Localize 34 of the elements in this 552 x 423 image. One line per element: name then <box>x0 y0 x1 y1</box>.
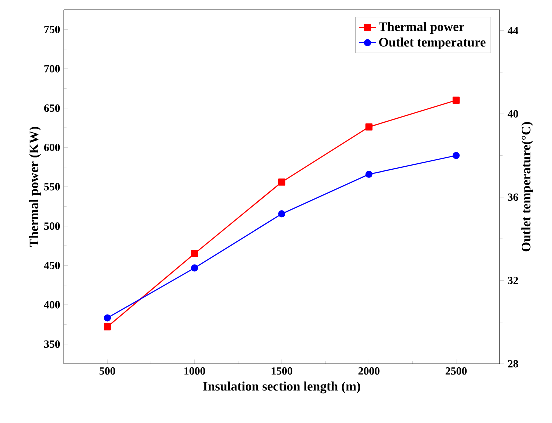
y2-tick-label: 32 <box>508 277 518 284</box>
point <box>191 264 198 272</box>
x-tick-label: 500 <box>100 368 116 375</box>
point <box>452 152 460 160</box>
point <box>452 96 460 104</box>
point <box>191 250 198 258</box>
y2-tick-label: 40 <box>508 110 518 118</box>
y2-tick-label: 44 <box>508 27 519 34</box>
y-tick-label: 600 <box>44 144 60 152</box>
y-tick-label: 400 <box>44 301 60 309</box>
y-tick-label: 450 <box>44 262 60 270</box>
point <box>278 178 286 186</box>
y-tick-label: 550 <box>44 183 60 191</box>
point <box>278 210 286 218</box>
y-tick-label: 750 <box>44 26 60 34</box>
point <box>366 124 373 131</box>
x-tick-label: 1000 <box>184 368 206 375</box>
y-tick-label: 650 <box>44 104 60 112</box>
point <box>104 323 112 331</box>
x-tick-label: 2500 <box>446 368 467 375</box>
x-tick-label: 2000 <box>358 368 380 375</box>
y2-tick-label: 36 <box>508 194 518 202</box>
x-axis-title: Insulation section length (m) <box>203 382 360 394</box>
y-axis-title: Thermal power (KW) <box>29 127 42 248</box>
legend-label: Thermal power <box>379 22 464 34</box>
y2-axis-title: Outlet temperature(°C) <box>522 122 534 252</box>
point <box>366 170 373 178</box>
point <box>104 314 112 322</box>
y-tick-label: 500 <box>44 222 60 230</box>
y-tick-label: 350 <box>44 340 60 348</box>
x-tick-label: 1500 <box>272 368 293 375</box>
legend-label: Outlet temperature <box>379 38 486 50</box>
y-tick-label: 700 <box>44 65 60 73</box>
y2-tick-label: 28 <box>508 360 518 368</box>
